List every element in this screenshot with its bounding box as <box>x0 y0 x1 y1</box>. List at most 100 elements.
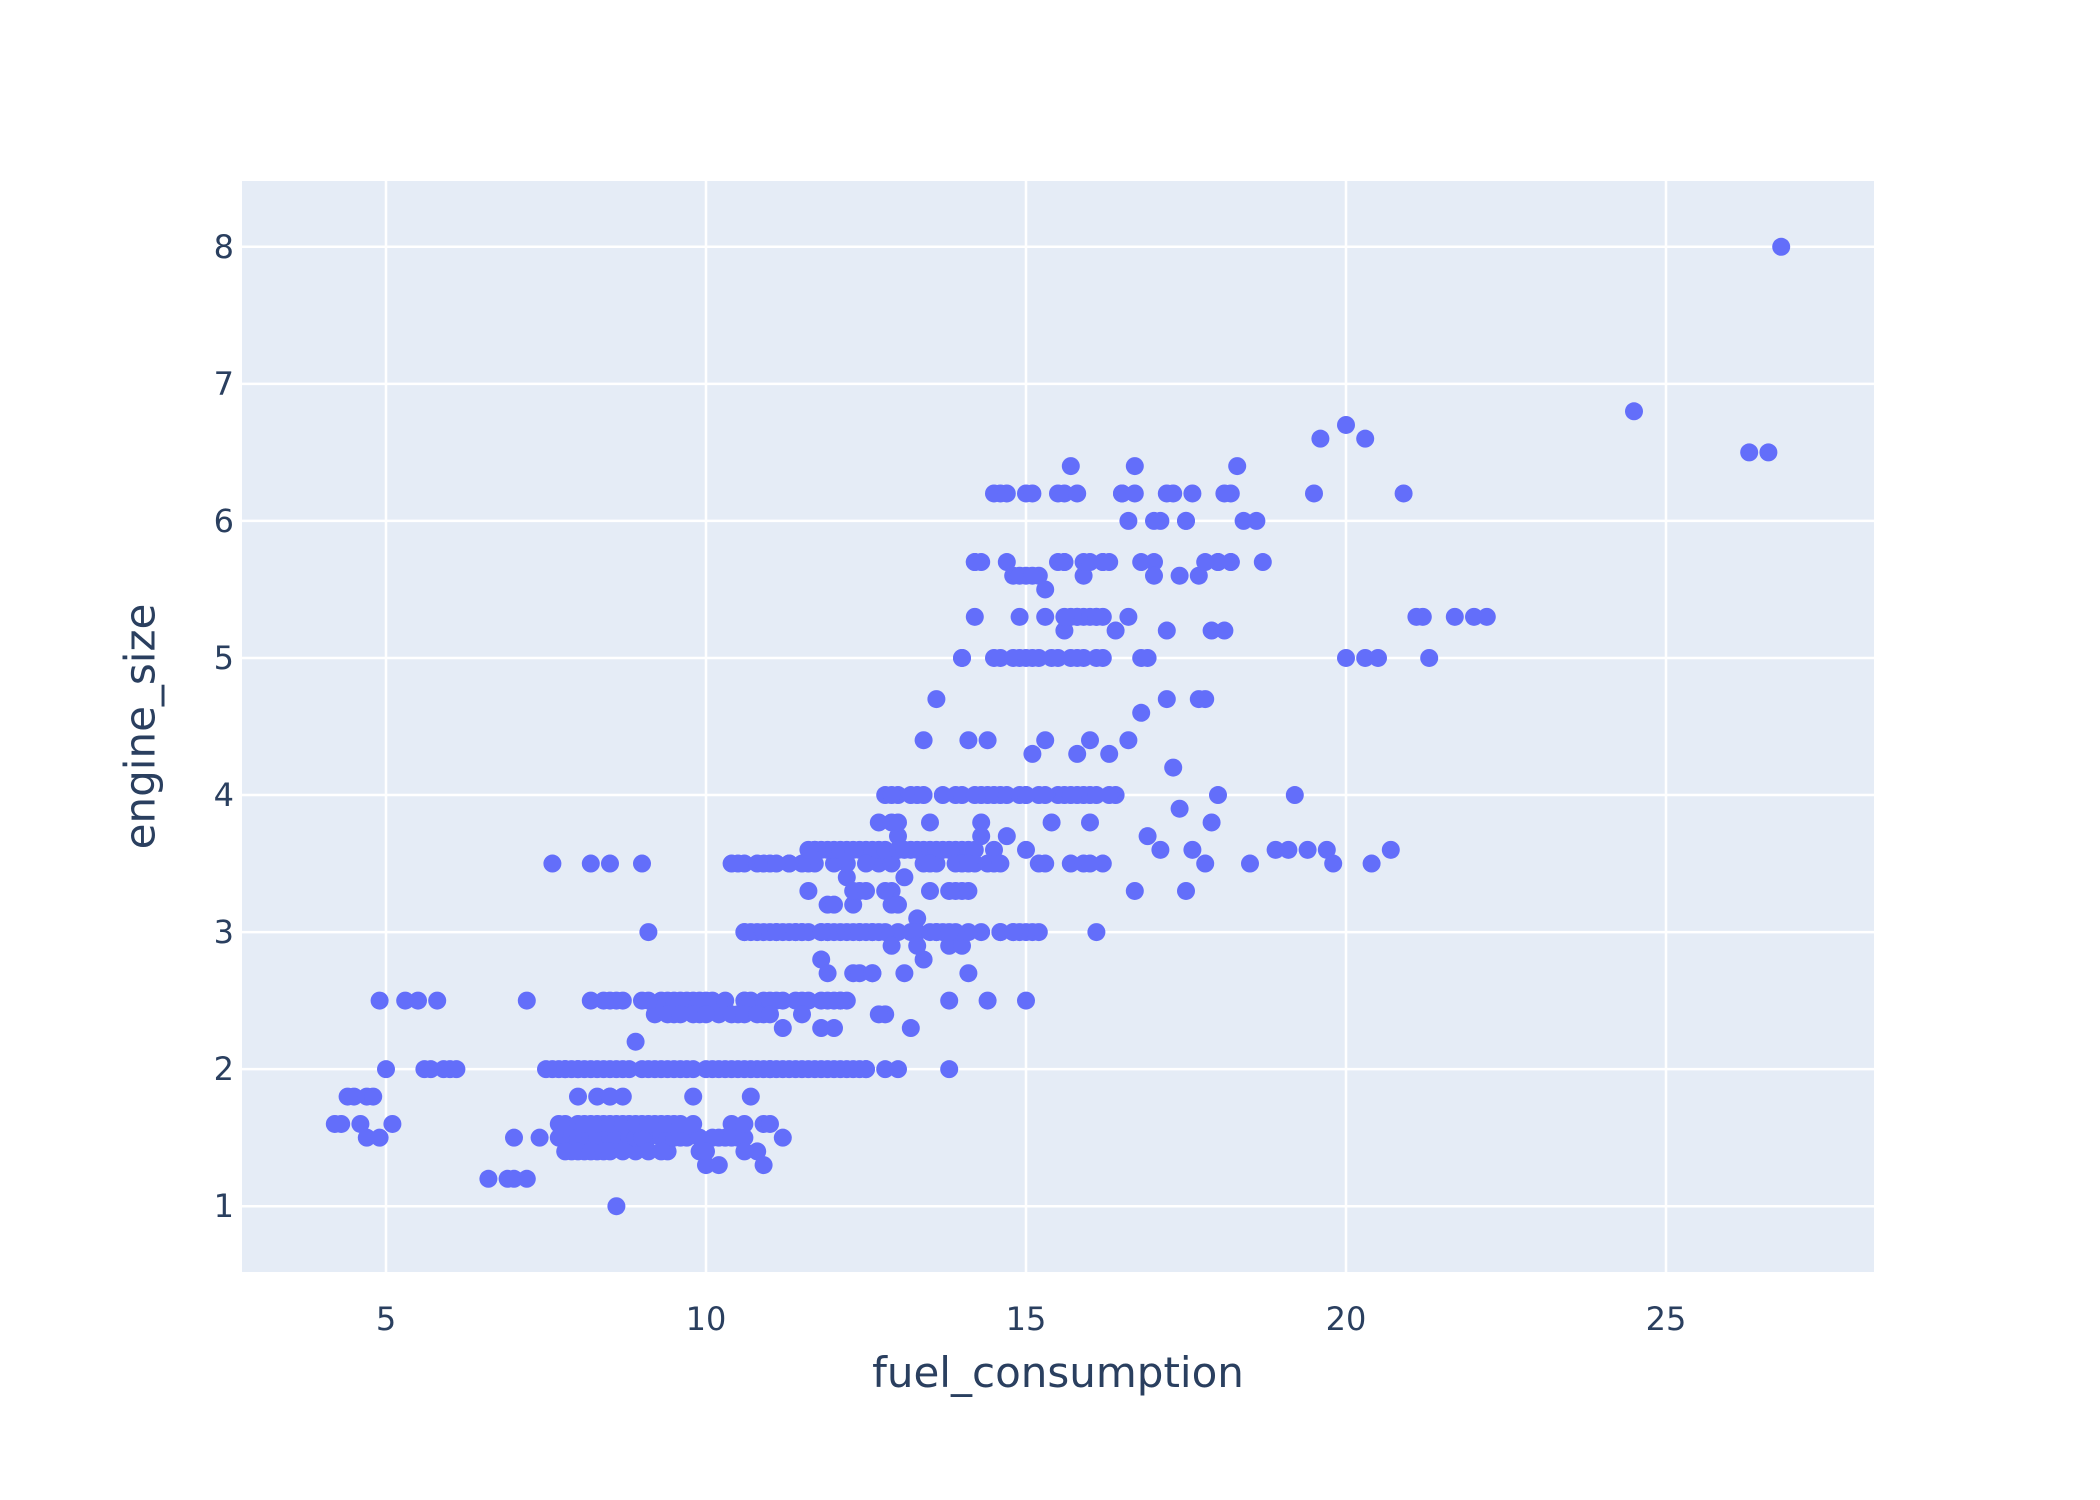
scatter-point <box>1420 648 1439 667</box>
scatter-point <box>1125 457 1144 476</box>
scatter-point <box>1068 786 1087 805</box>
scatter-point <box>613 1114 632 1133</box>
scatter-point <box>639 1060 658 1079</box>
scatter-point <box>1093 607 1112 626</box>
scatter-point <box>505 1128 523 1147</box>
scatter-point <box>1177 881 1195 900</box>
scatter-point <box>889 827 907 846</box>
scatter-point <box>940 840 959 859</box>
scatter-point <box>1100 786 1119 805</box>
scatter-point <box>709 1060 728 1079</box>
scatter-point <box>581 1060 600 1079</box>
scatter-point <box>1119 607 1138 626</box>
scatter-point <box>812 950 831 969</box>
scatter-point <box>1081 813 1099 832</box>
scatter-point <box>652 991 671 1010</box>
scatter-point <box>1356 648 1375 667</box>
scatter-point <box>549 1128 568 1147</box>
scatter-point <box>1215 621 1234 640</box>
scatter-point <box>1055 607 1074 626</box>
scatter-point <box>633 854 651 873</box>
scatter-point <box>889 923 907 942</box>
scatter-point <box>1317 840 1336 859</box>
scatter-point <box>1055 553 1074 572</box>
scatter-point <box>613 1060 632 1079</box>
scatter-point <box>1177 511 1195 530</box>
scatter-point <box>914 786 933 805</box>
scatter-point <box>613 1087 632 1106</box>
scatter-point <box>1228 457 1247 476</box>
scatter-point <box>959 881 978 900</box>
scatter-point <box>1049 648 1067 667</box>
y-axis-title: engine_size <box>116 604 165 850</box>
scatter-point <box>997 827 1016 846</box>
scatter-point <box>1068 648 1087 667</box>
scatter-point <box>1017 991 1035 1010</box>
scatter-point <box>780 854 799 873</box>
scatter-point <box>876 1060 895 1079</box>
scatter-point <box>581 854 600 873</box>
scatter-point <box>581 991 600 1010</box>
scatter-point <box>908 936 927 955</box>
scatter-point <box>959 854 978 873</box>
scatter-point <box>1036 786 1055 805</box>
scatter-point <box>357 1128 376 1147</box>
scatter-point <box>1202 813 1221 832</box>
scatter-point <box>991 854 1010 873</box>
scatter-point <box>1093 854 1112 873</box>
scatter-point <box>985 840 1003 859</box>
scatter-point <box>1125 484 1144 503</box>
scatter-point <box>735 1142 754 1161</box>
scatter-point <box>1266 840 1285 859</box>
plot-area-background <box>242 181 1874 1272</box>
scatter-point <box>812 1019 831 1038</box>
scatter-point <box>959 923 978 942</box>
scatter-point <box>1068 744 1087 763</box>
scatter-point <box>383 1114 402 1133</box>
y-tick-label: 8 <box>214 228 234 266</box>
scatter-point <box>447 1060 466 1079</box>
scatter-point <box>607 1197 626 1216</box>
y-tick-label: 7 <box>214 365 234 403</box>
scatter-point <box>837 868 856 887</box>
scatter-point <box>1215 484 1234 503</box>
scatter-point <box>1305 484 1323 503</box>
scatter-point <box>370 1128 389 1147</box>
scatter-point <box>972 827 991 846</box>
scatter-point <box>850 840 869 859</box>
scatter-point <box>1138 827 1157 846</box>
scatter-point <box>786 991 805 1010</box>
scatter-point <box>1106 621 1125 640</box>
scatter-point <box>1279 840 1298 859</box>
scatter-point <box>671 1005 690 1024</box>
scatter-point <box>1081 553 1099 572</box>
scatter-point <box>377 1060 395 1079</box>
scatter-point <box>588 1087 607 1106</box>
scatter-point <box>1145 553 1163 572</box>
scatter-point <box>1017 840 1035 859</box>
scatter-point <box>722 1005 741 1024</box>
scatter-point <box>1759 443 1778 462</box>
scatter-point <box>351 1114 370 1133</box>
scatter-point <box>1125 881 1144 900</box>
scatter-point <box>882 854 901 873</box>
scatter-point <box>1036 580 1055 599</box>
scatter-point <box>901 1019 920 1038</box>
scatter-point <box>370 991 389 1010</box>
scatter-point <box>773 1128 792 1147</box>
scatter-point <box>773 1019 792 1038</box>
scatter-point <box>748 1005 767 1024</box>
scatter-point <box>761 991 779 1010</box>
scatter-point <box>1221 553 1240 572</box>
scatter-point <box>1369 648 1387 667</box>
scatter-point <box>671 1128 690 1147</box>
x-tick-label: 10 <box>686 1300 727 1338</box>
scatter-point <box>953 648 971 667</box>
scatter-point <box>703 991 722 1010</box>
scatter-point <box>831 840 850 859</box>
scatter-point <box>959 964 978 983</box>
scatter-point <box>530 1128 549 1147</box>
scatter-point <box>940 1060 959 1079</box>
y-tick-label: 2 <box>214 1050 234 1088</box>
scatter-point <box>793 1005 811 1024</box>
